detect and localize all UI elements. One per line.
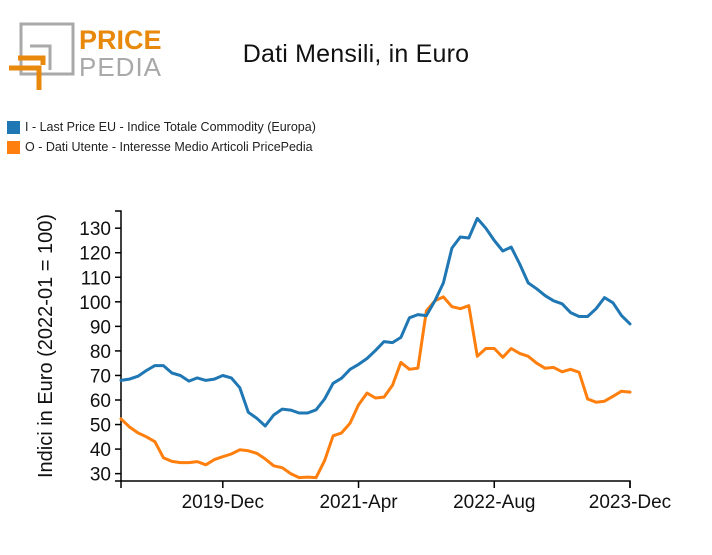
pricepedia-logo: PRICE PEDIA bbox=[9, 22, 162, 90]
series-line-dati-utente bbox=[119, 295, 632, 480]
y-tick-label: 110 bbox=[81, 268, 111, 289]
series-line-last-price-eu bbox=[119, 216, 632, 428]
series-lines bbox=[119, 216, 632, 480]
x-tick-label: 2019-Dec bbox=[182, 492, 264, 513]
logo-orange-bracket-outer bbox=[9, 65, 42, 90]
x-tick-label: 2023-Dec bbox=[589, 492, 671, 513]
y-tick-label: 80 bbox=[90, 342, 111, 363]
y-tick-label: 60 bbox=[90, 391, 111, 412]
y-axis: 30 40 50 60 70 80 90 100 110 120 130 bbox=[79, 210, 122, 486]
logo-word-pedia: PEDIA bbox=[79, 52, 162, 82]
legend-swatch-orange bbox=[7, 140, 20, 154]
logo-gray-bracket bbox=[30, 44, 52, 70]
legend-label: I - Last Price EU - Indice Totale Commod… bbox=[25, 120, 316, 134]
legend-item-series-1[interactable]: I - Last Price EU - Indice Totale Commod… bbox=[7, 120, 316, 134]
x-axis: 2019-Dec 2021-Apr 2022-Aug 2023-Dec bbox=[120, 480, 671, 513]
logo-word-price: PRICE bbox=[79, 25, 162, 55]
x-tick-label: 2021-Apr bbox=[319, 492, 398, 513]
x-tick-label: 2022-Aug bbox=[453, 492, 535, 513]
logo-orange-bracket-inner bbox=[18, 55, 46, 65]
y-tick-label: 30 bbox=[90, 465, 111, 486]
y-tick-label: 50 bbox=[90, 416, 111, 437]
y-tick-label: 100 bbox=[79, 293, 111, 314]
y-axis-title: Indici in Euro (2022-01 = 100) bbox=[35, 214, 57, 478]
legend-item-series-2[interactable]: O - Dati Utente - Interesse Medio Artico… bbox=[7, 140, 313, 154]
x-axis-line bbox=[120, 480, 631, 488]
y-tick-label: 70 bbox=[90, 366, 111, 387]
y-tick-label: 90 bbox=[90, 317, 111, 338]
y-axis-line bbox=[115, 210, 122, 482]
chart-title: Dati Mensili, in Euro bbox=[242, 40, 470, 68]
y-tick-label: 40 bbox=[90, 440, 111, 461]
y-tick-label: 130 bbox=[79, 219, 111, 240]
logo-gray-square bbox=[19, 22, 75, 76]
legend-swatch-blue bbox=[7, 120, 20, 134]
legend-label: O - Dati Utente - Interesse Medio Artico… bbox=[25, 140, 313, 154]
y-tick-label: 120 bbox=[79, 244, 111, 265]
